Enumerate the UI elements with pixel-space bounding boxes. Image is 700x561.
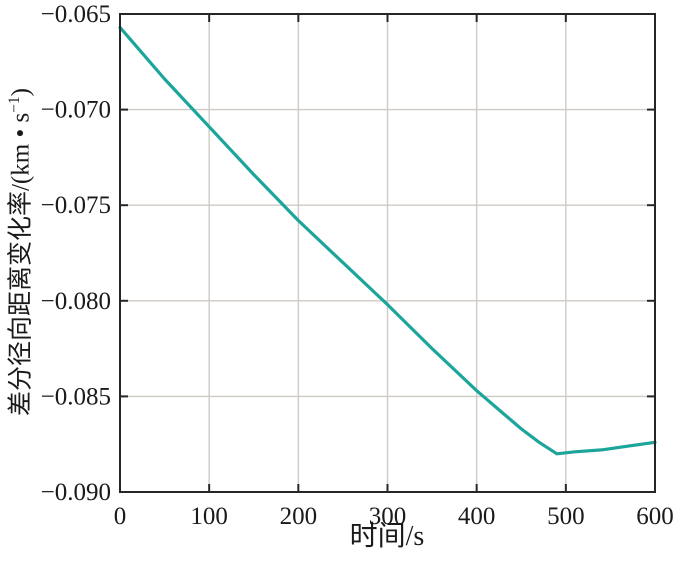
x-tick-label: 0 [114, 503, 127, 530]
x-tick-label: 100 [190, 503, 228, 530]
x-tick-label: 600 [636, 503, 674, 530]
x-tick-label: 200 [280, 503, 318, 530]
y-tick-label: −0.065 [41, 1, 111, 28]
x-axis-label-text: 时间/s [349, 521, 425, 552]
y-tick-label: −0.085 [41, 383, 111, 410]
x-tick-label: 400 [458, 503, 496, 530]
y-tick-label: −0.080 [41, 288, 111, 315]
data-line-series [118, 25, 657, 456]
y-tick-label: −0.075 [41, 192, 111, 219]
y-tick-label: −0.070 [41, 97, 111, 124]
y-axis-label-close: ) [7, 87, 35, 97]
x-tick-label: 500 [547, 503, 585, 530]
y-tick-label: −0.090 [41, 479, 111, 506]
x-axis-label: 时间/s [350, 523, 425, 551]
y-axis-label-superscript: −1 [6, 96, 24, 113]
x-tick-label: 300 [369, 503, 407, 530]
y-axis-label-text: 差分径向距离变化率/(km • s [7, 112, 35, 417]
y-axis-label: 差分径向距离变化率/(km • s−1) [6, 87, 35, 417]
